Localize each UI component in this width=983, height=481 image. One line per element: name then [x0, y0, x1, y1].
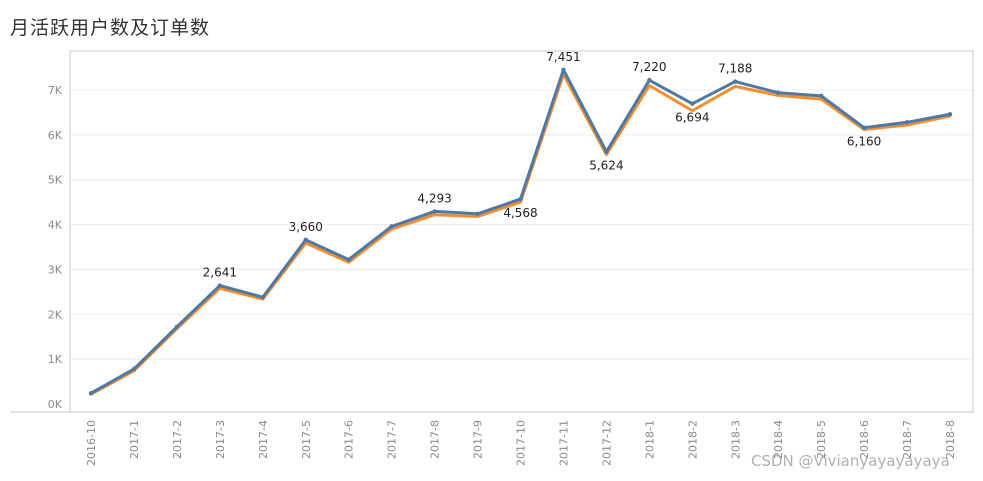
data-label: 4,293	[417, 191, 451, 205]
x-tick-label: 2017-5	[300, 420, 313, 459]
active-users-point	[947, 112, 953, 117]
x-tick-label: 2018-7	[901, 420, 914, 459]
data-labels: 2,641 3,660 4,293 4,568 7,451 5,624 7,220 6,694…	[203, 50, 882, 280]
chart-title: 月活跃用户数及订单数	[10, 17, 211, 39]
y-tick-label: 7K	[48, 84, 63, 97]
data-label: 2,641	[203, 266, 237, 280]
x-tick-label: 2018-8	[944, 420, 957, 459]
watermark: CSDN @Vivianyayayayaya	[751, 452, 950, 470]
y-tick-label: 1K	[48, 353, 63, 366]
x-tick-label: 2018-1	[643, 420, 656, 459]
active-users-point	[818, 93, 824, 99]
x-tick-label: 2017-10	[515, 420, 528, 466]
active-users-point	[174, 324, 180, 330]
x-tick-label: 2018-2	[686, 420, 699, 459]
y-tick-label: 6K	[48, 129, 63, 142]
x-tick-label: 2017-4	[257, 420, 270, 459]
x-tick-label: 2017-9	[472, 420, 485, 459]
active-users-point	[690, 101, 695, 106]
x-tick-label: 2017-3	[214, 420, 227, 459]
active-users-point	[518, 196, 523, 202]
data-label: 5,624	[589, 159, 623, 173]
active-users-point	[604, 149, 609, 154]
x-tick-label: 2016-10	[85, 420, 98, 466]
active-users-point	[217, 283, 223, 288]
x-tick-label: 2018-3	[729, 420, 742, 459]
y-tick-label: 2K	[48, 308, 63, 321]
orders-line	[89, 72, 952, 396]
active-users-point	[432, 209, 437, 214]
x-tick-label: 2017-2	[171, 420, 184, 459]
x-tick-label: 2018-6	[858, 420, 871, 459]
active-users-point	[303, 237, 308, 243]
x-tick-label: 2017-8	[429, 420, 442, 459]
data-label: 3,660	[289, 220, 323, 234]
plot-border	[69, 50, 974, 413]
active-users-point	[346, 257, 351, 262]
active-users-point	[647, 77, 652, 83]
data-label: 4,568	[503, 206, 537, 220]
data-label: 7,188	[718, 62, 752, 76]
active-users-point	[475, 211, 480, 217]
y-tick-label: 0K	[48, 398, 63, 411]
x-tick-label: 2017-12	[600, 420, 613, 466]
grid-lines	[70, 89, 973, 360]
data-label: 7,220	[632, 60, 666, 74]
y-tick-label: 4K	[48, 219, 63, 232]
x-tick-label: 2017-6	[343, 420, 356, 459]
x-tick-label: 2017-1	[128, 420, 141, 459]
active-users-point	[88, 391, 94, 396]
data-label: 7,451	[546, 50, 580, 64]
data-label: 6,160	[847, 135, 881, 149]
active-users-point	[776, 90, 781, 95]
series-lines	[88, 67, 953, 396]
active-users-point	[904, 120, 910, 125]
active-users-point	[561, 67, 566, 72]
x-tick-label: 2017-11	[557, 420, 570, 466]
active-users-point	[861, 125, 867, 130]
x-tick-label: 2017-7	[386, 420, 399, 459]
data-label: 6,694	[675, 111, 709, 125]
active-users-point	[389, 224, 394, 229]
axes: 0K 1K 2K 3K 4K 5K 6K 7K 2016-10 2017-1 2017-2 2017-…	[10, 50, 974, 466]
x-tick-label: 2018-4	[772, 420, 785, 459]
active-users-point	[260, 295, 265, 300]
y-tick-label: 3K	[48, 263, 63, 276]
active-users-point	[131, 366, 137, 372]
y-tick-label: 5K	[48, 174, 63, 187]
active_users-line	[89, 68, 952, 395]
active-users-point	[733, 79, 738, 84]
x-tick-label: 2018-5	[815, 420, 828, 459]
